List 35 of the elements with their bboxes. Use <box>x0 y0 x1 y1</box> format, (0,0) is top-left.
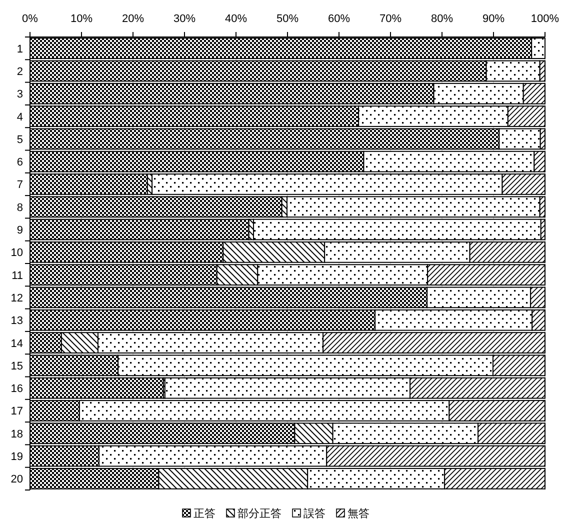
x-tick-label: 70% <box>379 13 402 25</box>
x-tick-label: 100% <box>530 13 560 25</box>
legend-label: 無答 <box>348 508 370 520</box>
y-tick-label: 7 <box>16 179 23 192</box>
y-tick-label: 19 <box>10 451 23 464</box>
y-tick-label: 18 <box>10 428 23 440</box>
legend-label: 部分正答 <box>238 507 282 520</box>
y-tick-label: 1 <box>16 43 23 56</box>
y-tick-label: 3 <box>16 88 23 101</box>
y-tick-label: 13 <box>10 315 23 328</box>
x-tick-label: 90% <box>482 13 505 25</box>
y-tick-label: 11 <box>12 270 23 282</box>
x-tick-label: 80% <box>430 13 454 25</box>
legend-label: 正答 <box>194 508 216 520</box>
x-tick-label: 40% <box>224 13 248 25</box>
y-tick-label: 14 <box>10 338 23 350</box>
y-tick-label: 2 <box>16 66 23 78</box>
y-tick-label: 6 <box>16 156 23 169</box>
y-tick-label: 17 <box>10 406 23 418</box>
y-tick-label: 12 <box>10 292 23 304</box>
y-tick-label: 8 <box>16 202 23 214</box>
y-tick-label: 4 <box>16 111 23 124</box>
x-tick-label: 60% <box>328 13 350 25</box>
x-tick-label: 0% <box>22 13 38 25</box>
y-tick-label: 10 <box>10 247 23 260</box>
y-tick-label: 20 <box>10 474 23 486</box>
x-tick-label: 50% <box>276 13 299 25</box>
y-tick-label: 15 <box>10 360 23 372</box>
x-tick-label: 20% <box>122 13 144 25</box>
x-tick-label: 10% <box>70 13 93 25</box>
y-tick-label: 5 <box>16 134 23 146</box>
legend-label: 誤答 <box>304 507 326 520</box>
y-tick-label: 9 <box>16 224 23 237</box>
y-tick-label: 16 <box>10 383 23 396</box>
x-tick-label: 30% <box>173 13 196 25</box>
